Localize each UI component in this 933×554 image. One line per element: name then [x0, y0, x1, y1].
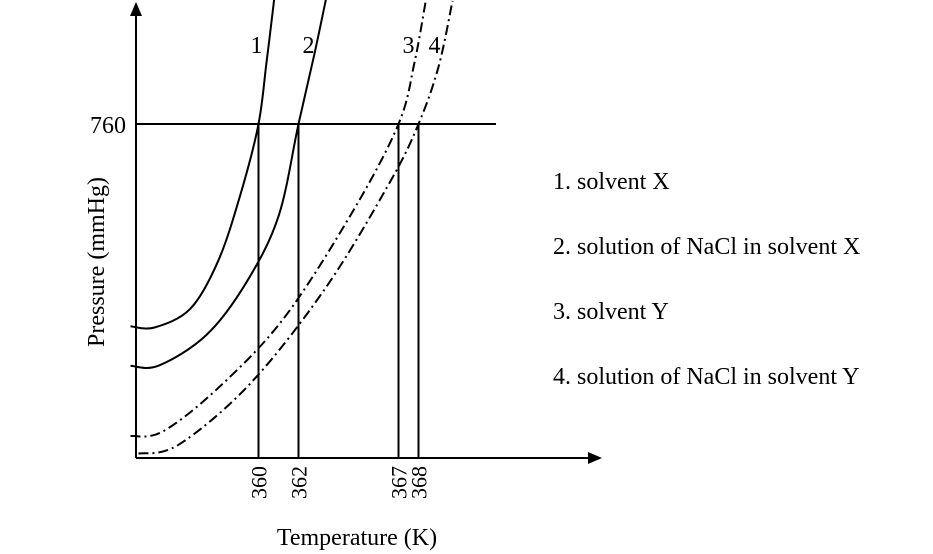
legend-item-2: 2. solution of NaCl in solvent X	[553, 234, 861, 260]
curves	[130, 0, 454, 455]
legend-item-3: 3. solvent Y	[553, 299, 669, 325]
legend: 1. solvent X 2. solution of NaCl in solv…	[553, 170, 860, 430]
x-axis-label: Temperature (K)	[277, 525, 437, 551]
x-tick-label-360: 360	[247, 466, 272, 499]
axes	[130, 2, 602, 464]
curve-label-2: 2	[303, 33, 315, 59]
y-axis-arrow	[130, 2, 142, 16]
curve-2	[130, 0, 327, 369]
x-axis-arrow	[588, 452, 602, 464]
y-tick-label-760: 760	[90, 113, 126, 139]
x-tick-label-368: 368	[407, 466, 432, 499]
curve-label-3: 3	[403, 33, 415, 59]
x-tick-label-367: 367	[387, 466, 412, 499]
curve-1	[130, 0, 276, 330]
legend-item-4: 4. solution of NaCl in solvent Y	[553, 364, 860, 390]
curve-3	[130, 0, 427, 438]
curve-4	[138, 0, 454, 455]
curve-label-4: 4	[429, 33, 441, 59]
legend-item-1: 1. solvent X	[553, 169, 670, 195]
x-tick-label-362: 362	[287, 466, 312, 499]
curve-label-1: 1	[251, 33, 263, 59]
reference-lines	[136, 123, 496, 458]
y-axis-label: Pressure (mmHg)	[84, 177, 110, 347]
